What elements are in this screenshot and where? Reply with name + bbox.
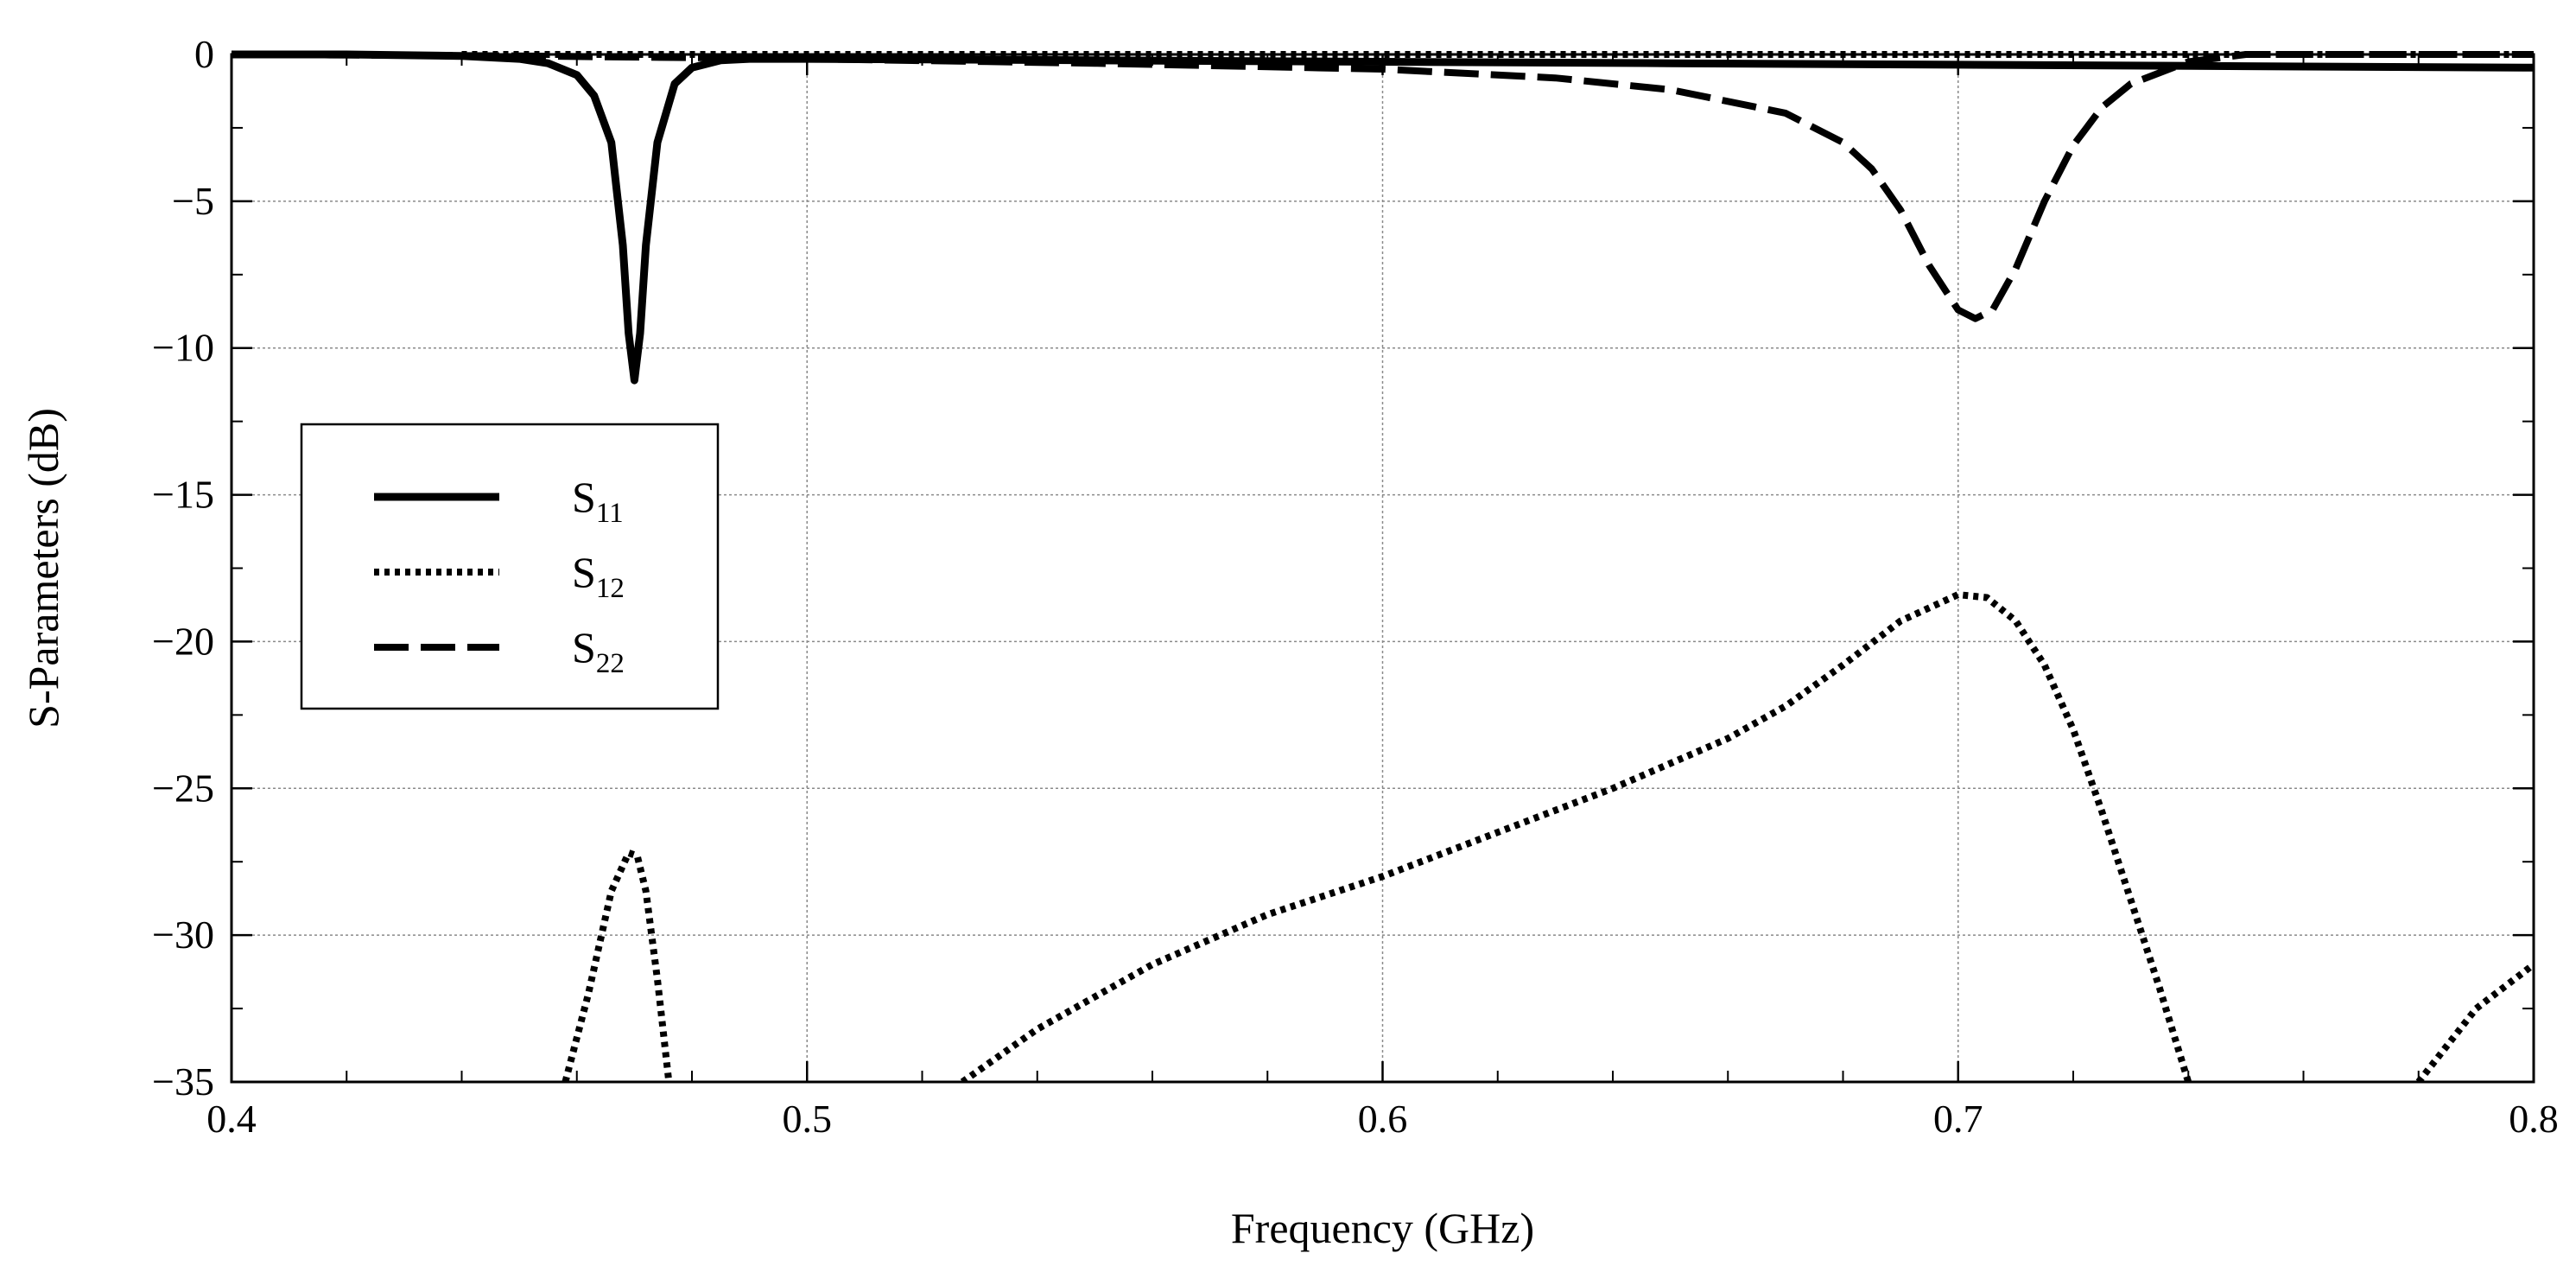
legend-label-main: S [572, 623, 596, 671]
legend-label-subscript: 22 [596, 648, 625, 679]
series-line-12 [2415, 961, 2534, 1082]
legend-label-main: S [572, 473, 596, 521]
legend-label-12: S12 [572, 548, 625, 604]
legend-label-subscript: 11 [596, 498, 624, 529]
y-tick-label: −10 [152, 326, 214, 370]
y-tick-label: −25 [152, 766, 214, 810]
legend-label-main: S [572, 548, 596, 596]
series-line-12 [960, 591, 2192, 1082]
y-tick-label: −20 [152, 619, 214, 663]
legend-label-22: S22 [572, 623, 625, 679]
y-tick-label: −5 [172, 179, 214, 223]
x-tick-label: 0.5 [783, 1097, 833, 1141]
y-tick-label: −30 [152, 913, 214, 957]
axis-ticks [230, 53, 2535, 1084]
y-axis-title: S-Parameters (dB) [19, 408, 67, 728]
y-tick-label: 0 [194, 32, 214, 76]
series-line-12 [562, 849, 673, 1082]
legend-label-11: S11 [572, 473, 624, 529]
x-tick-label: 0.6 [1358, 1097, 1408, 1141]
legend-box [300, 423, 720, 710]
series-line-22 [232, 51, 2534, 322]
y-tick-label: −35 [152, 1059, 214, 1104]
tick-labels: 0.4 0.5 0.6 0.7 0.8 0 −5 −10 −15 −20 −25 −30 −35 [152, 32, 2559, 1141]
y-tick-label: −15 [152, 473, 214, 517]
legend-label-subscript: 12 [596, 573, 625, 604]
x-tick-label: 0.4 [206, 1097, 257, 1141]
x-tick-label: 0.8 [2509, 1097, 2559, 1141]
x-axis-title: Frequency (GHz) [1231, 1204, 1534, 1252]
x-tick-label: 0.7 [1933, 1097, 1983, 1141]
